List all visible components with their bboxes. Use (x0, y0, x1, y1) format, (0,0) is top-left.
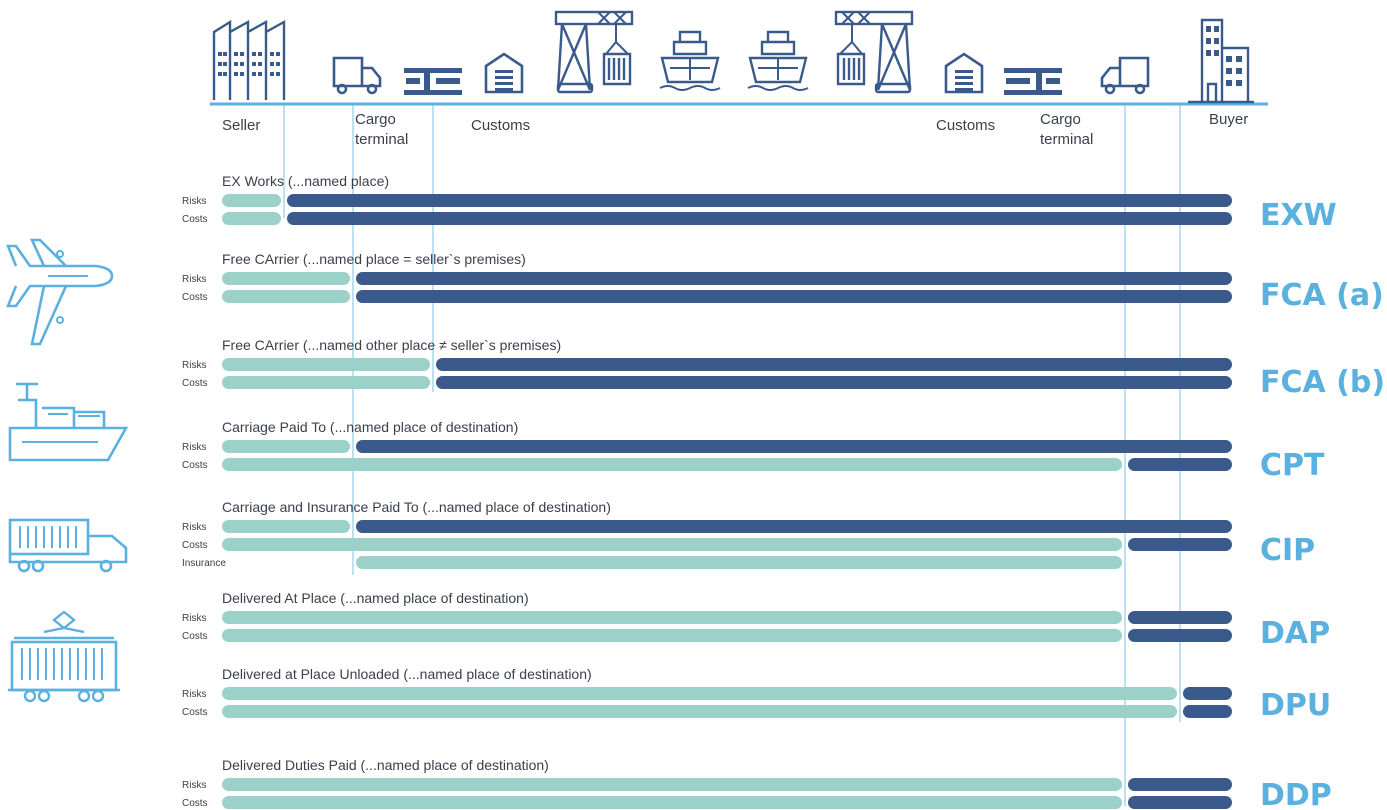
container-ship-icon (747, 30, 809, 91)
seller-bar (222, 440, 350, 453)
row-label: Risks (182, 613, 206, 624)
container-truck-icon (8, 518, 128, 573)
cargo-terminal-icon (404, 68, 462, 95)
location-labels: Seller Cargo terminal Customs Customs Ca… (222, 111, 1248, 148)
incoterm-title: Carriage and Insurance Paid To (...named… (222, 499, 611, 515)
port-crane-icon (834, 10, 914, 94)
seller-bar (356, 556, 1122, 569)
seller-bar (222, 272, 350, 285)
location-label-seller: Seller (222, 117, 260, 134)
incoterm-code: FCA (b) (1260, 365, 1385, 400)
incoterm-title: Delivered at Place Unloaded (...named pl… (222, 666, 592, 682)
buyer-bar (1128, 458, 1232, 471)
incoterm-code: CPT (1260, 448, 1325, 483)
buyer-bar (1128, 538, 1232, 551)
warehouse-icon (484, 52, 524, 94)
seller-bar (222, 538, 1122, 551)
incoterm-title: Carriage Paid To (...named place of dest… (222, 419, 518, 435)
buyer-bar (1183, 705, 1232, 718)
row-label: Risks (182, 689, 206, 700)
truck-icon (332, 56, 382, 95)
truck-icon (1100, 56, 1150, 95)
seller-bar (222, 290, 350, 303)
freight-train-icon (8, 610, 120, 703)
buyer-bar (1128, 611, 1232, 624)
seller-bar (222, 705, 1177, 718)
seller-bar (222, 629, 1122, 642)
location-label-customs: Customs (936, 117, 995, 134)
incoterm-code: EXW (1260, 198, 1337, 233)
incoterm-code: DDP (1260, 778, 1332, 810)
location-label-cargo-terminal: Cargo terminal (1040, 111, 1093, 148)
row-label: Costs (182, 631, 208, 642)
seller-bar (222, 458, 1122, 471)
row-label: Costs (182, 292, 208, 303)
seller-bar (222, 687, 1177, 700)
row-label: Risks (182, 274, 206, 285)
seller-bar (222, 520, 350, 533)
row-label: Costs (182, 214, 208, 225)
location-label-buyer: Buyer (1209, 111, 1248, 128)
airplane-icon (6, 238, 114, 346)
row-label: Costs (182, 540, 208, 551)
incoterm-code: DPU (1260, 688, 1331, 723)
incoterm-code: FCA (a) (1260, 278, 1384, 313)
buyer-bar (287, 194, 1232, 207)
warehouse-icon (944, 52, 984, 94)
seller-bar (222, 212, 281, 225)
row-label: Risks (182, 196, 206, 207)
port-crane-icon (554, 10, 634, 94)
buyer-bar (356, 520, 1232, 533)
row-label: Costs (182, 460, 208, 471)
seller-bar (222, 376, 430, 389)
seller-bar (222, 194, 281, 207)
seller-bar (222, 796, 1122, 809)
buyer-bar (356, 272, 1232, 285)
seller-bar (222, 611, 1122, 624)
container-ship-icon (659, 30, 721, 91)
buyer-bar (287, 212, 1232, 225)
guide-lines (283, 104, 1181, 806)
incoterm-title: Delivered At Place (...named place of de… (222, 590, 529, 606)
cargo-terminal-icon (1004, 68, 1062, 95)
office-building-icon (1188, 18, 1254, 104)
buyer-bar (1128, 796, 1232, 809)
seller-bar (222, 358, 430, 371)
buyer-bar (1128, 778, 1232, 791)
row-label: Risks (182, 360, 206, 371)
row-label: Costs (182, 707, 208, 718)
buyer-bar (436, 358, 1232, 371)
buyer-bar (1128, 629, 1232, 642)
incoterm-title: Delivered Duties Paid (...named place of… (222, 757, 549, 773)
row-label: Costs (182, 378, 208, 389)
incoterm-title: EX Works (...named place) (222, 173, 389, 189)
factory-icon (212, 19, 286, 100)
buyer-bar (356, 440, 1232, 453)
cargo-ship-icon (8, 382, 129, 462)
row-label: Risks (182, 780, 206, 791)
location-label-customs: Customs (471, 117, 530, 134)
incoterm-code: DAP (1260, 616, 1330, 651)
row-label: Risks (182, 442, 206, 453)
incoterms-rows: EX Works (...named place) EXW Risks Costs Fr… (182, 173, 1385, 810)
buyer-bar (356, 290, 1232, 303)
incoterm-title: Free CArrier (...named place = seller`s … (222, 251, 526, 267)
row-label: Costs (182, 798, 208, 809)
location-label-cargo-terminal: Cargo terminal (355, 111, 408, 148)
incoterm-code: CIP (1260, 533, 1315, 568)
row-label: Risks (182, 522, 206, 533)
row-label: Insurance (182, 558, 226, 569)
buyer-bar (1183, 687, 1232, 700)
incoterm-title: Free CArrier (...named other place ≠ sel… (222, 337, 561, 353)
seller-bar (222, 778, 1122, 791)
buyer-bar (436, 376, 1232, 389)
